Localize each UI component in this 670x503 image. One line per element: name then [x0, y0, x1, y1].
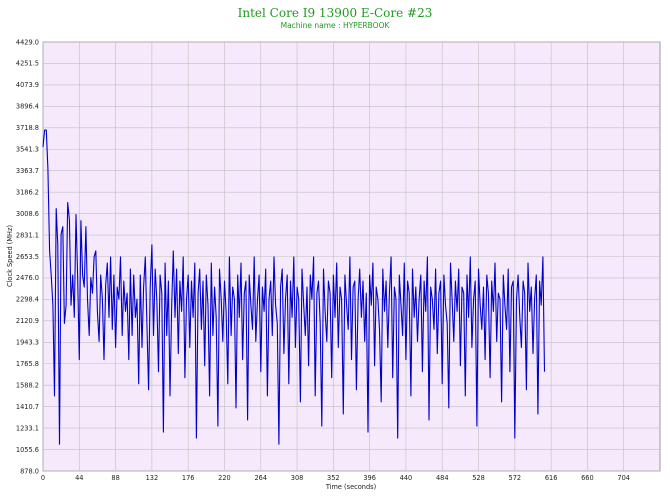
x-tick-label: 264 [254, 474, 267, 482]
x-tick-label: 396 [363, 474, 376, 482]
y-tick-label: 3541.3 [16, 146, 39, 154]
y-axis-label: Clock Speed (MHz) [6, 225, 14, 287]
x-tick-label: 88 [111, 474, 119, 482]
x-tick-label: 176 [182, 474, 195, 482]
y-tick-label: 1233.1 [16, 424, 39, 432]
x-tick-label: 352 [327, 474, 340, 482]
x-tick-label: 616 [545, 474, 558, 482]
x-tick-label: 44 [75, 474, 83, 482]
y-tick-label: 1765.8 [16, 360, 39, 368]
x-axis-ticks: 0 44 88 132 176 220 264 308 352 396 440 484 528 572 61… [41, 474, 630, 482]
y-tick-label: 1588.2 [16, 382, 39, 390]
y-tick-label: 3186.2 [16, 188, 39, 196]
grid-lines [42, 41, 660, 472]
y-tick-label: 3008.6 [16, 210, 39, 218]
y-tick-label: 878.0 [20, 467, 39, 475]
x-axis-label: Time (seconds) [325, 483, 376, 491]
y-tick-label: 2831.1 [16, 231, 39, 239]
x-tick-label: 528 [472, 474, 485, 482]
y-tick-label: 2120.9 [16, 317, 39, 325]
y-tick-label: 3363.7 [16, 167, 39, 175]
y-tick-label: 4073.9 [16, 81, 39, 89]
y-tick-label: 1410.7 [16, 403, 39, 411]
y-tick-label: 1055.6 [16, 446, 39, 454]
x-tick-label: 484 [436, 474, 449, 482]
x-tick-label: 0 [41, 474, 45, 482]
x-tick-label: 440 [400, 474, 413, 482]
y-tick-label: 3896.4 [16, 103, 39, 111]
x-tick-label: 572 [509, 474, 522, 482]
y-tick-label: 2298.4 [16, 296, 39, 304]
y-axis-ticks: 878.0 1055.6 1233.1 1410.7 1588.2 1765.8 1943.… [16, 38, 39, 475]
x-tick-label: 220 [218, 474, 231, 482]
y-tick-label: 1943.3 [16, 339, 39, 347]
y-tick-label: 3718.8 [16, 124, 39, 132]
chart-subtitle: Machine name : HYPERBOOK [281, 21, 391, 30]
x-tick-label: 660 [581, 474, 594, 482]
x-tick-label: 132 [146, 474, 159, 482]
x-tick-label: 704 [617, 474, 630, 482]
y-tick-label: 2653.5 [16, 253, 39, 261]
chart-title: Intel Core I9 13900 E-Core #23 [238, 6, 433, 20]
series-line-clock-speed [42, 129, 546, 445]
y-tick-label: 4429.0 [16, 38, 39, 46]
x-tick-label: 308 [291, 474, 304, 482]
y-tick-label: 2476.0 [16, 274, 39, 282]
y-tick-label: 4251.5 [16, 60, 39, 68]
